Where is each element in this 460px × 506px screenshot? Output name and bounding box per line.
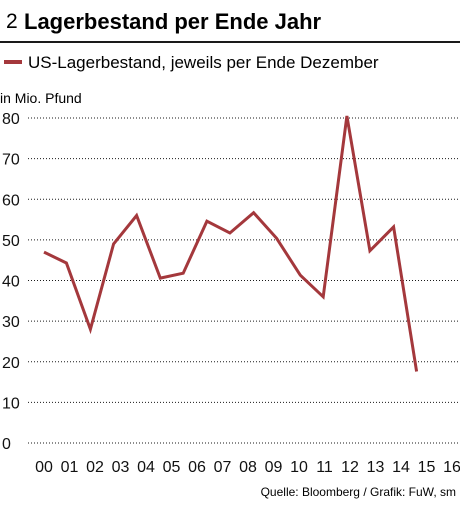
grid-layer: [28, 117, 458, 444]
x-tick-label: 04: [137, 459, 155, 476]
y-tick-label: 50: [2, 233, 20, 250]
x-tick-label: 16: [443, 459, 460, 476]
x-tick-label: 09: [265, 459, 283, 476]
x-tick-label: 15: [418, 459, 436, 476]
y-tick-label: 60: [2, 192, 20, 209]
chart-title: Lagerbestand per Ende Jahr: [24, 9, 322, 34]
x-tick-label: 08: [239, 459, 257, 476]
y-axis-label: in Mio. Pfund: [0, 90, 82, 106]
source-note: Quelle: Bloomberg / Grafik: FuW, sm: [261, 485, 456, 499]
x-tick-labels: 00 01 02 03 04 05 06 07 08 09 10 11 12 13 14 15 16: [35, 459, 460, 476]
legend-label: US-Lagerbestand, jeweils per Ende Dezemb…: [28, 53, 379, 72]
y-tick-label: 30: [2, 314, 20, 331]
x-tick-label: 06: [188, 459, 206, 476]
chart-number: 2: [6, 10, 18, 33]
y-tick-label: 80: [2, 111, 20, 128]
x-tick-label: 14: [392, 459, 410, 476]
x-tick-label: 03: [112, 459, 130, 476]
y-tick-labels: 0 10 20 30 40 50 60 70 80: [2, 111, 20, 453]
x-tick-label: 11: [316, 459, 333, 476]
x-tick-label: 05: [163, 459, 181, 476]
x-tick-label: 00: [35, 459, 53, 476]
series-line: [43, 115, 419, 372]
y-tick-label: 40: [2, 274, 20, 291]
y-tick-label: 20: [2, 355, 20, 372]
x-tick-label: 13: [367, 459, 385, 476]
x-tick-label: 12: [341, 459, 359, 476]
y-tick-label: 0: [2, 436, 11, 453]
y-tick-label: 10: [2, 395, 20, 412]
x-tick-label: 07: [214, 459, 232, 476]
y-tick-label: 70: [2, 152, 20, 169]
x-tick-label: 02: [86, 459, 104, 476]
x-tick-label: 10: [290, 459, 308, 476]
x-tick-label: 01: [61, 459, 79, 476]
series-layer: [43, 115, 419, 372]
